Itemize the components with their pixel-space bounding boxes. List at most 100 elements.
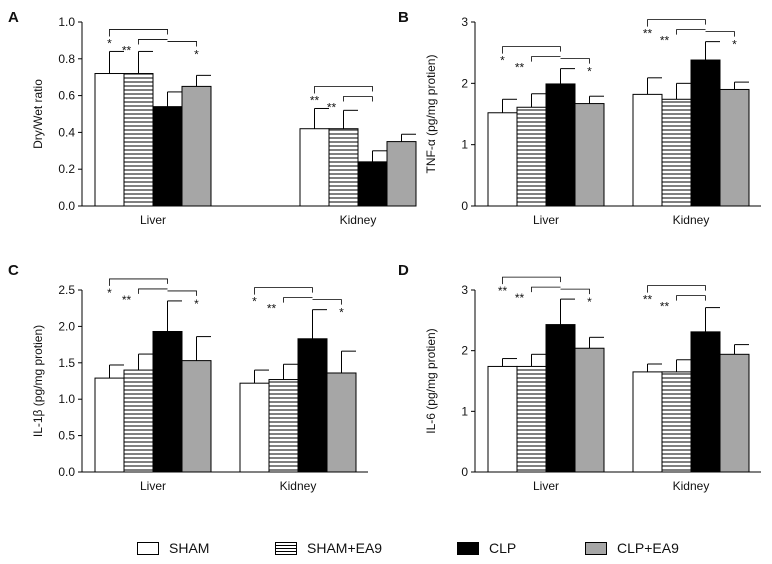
panel-a-y-tick-label: 0.4: [58, 125, 75, 139]
panel-c-bar-kidney-clp-ea9: [326, 372, 357, 473]
panel-d-bracket-sham: [647, 285, 706, 293]
panel-b-sig-mark: *: [732, 38, 737, 52]
panel-c-bracket-sham-ea9: [138, 288, 168, 294]
panel-c-bracket-sham-ea9: [283, 297, 313, 303]
panel-a-sig-mark: **: [327, 100, 337, 114]
panel-d-bracket-sham-ea9: [531, 286, 561, 293]
panel-d-bar-kidney-sham: [632, 371, 663, 473]
legend-swatch-clp: [457, 541, 479, 555]
panel-b-x-tick-label: Liver: [533, 213, 559, 227]
panel-a-y-tick-label: 0.2: [58, 162, 75, 176]
panel-d-y-tick-label: 1: [461, 404, 468, 418]
panel-b-sig-mark: *: [500, 54, 505, 68]
panel-a-bar-kidney-sham-ea9: [328, 128, 359, 207]
panel-b-bracket-sham: [647, 19, 706, 27]
panel-b-sig-mark: **: [515, 61, 525, 75]
panel-d-sig-mark: *: [587, 295, 592, 309]
panel-c-y-tick-label: 0.5: [58, 429, 75, 443]
legend-item-sham-ea9: SHAM+EA9: [275, 538, 382, 558]
panel-d-sig-mark: **: [515, 291, 525, 305]
panel-d-y-tick-label: 2: [461, 344, 468, 358]
panel-d-sig-mark: **: [498, 284, 508, 298]
legend-swatch-sham-ea9: [275, 541, 297, 555]
panel-c-y-tick-label: 2.5: [58, 283, 75, 297]
panel-c-sig-mark: *: [194, 297, 199, 311]
panel-b-sig-mark: **: [643, 27, 653, 41]
panel-d-bar-kidney-clp-ea9: [719, 353, 750, 473]
panel-c-bracket-sham: [109, 278, 168, 286]
panel-c-bar-kidney-sham-ea9: [268, 379, 299, 473]
panel-a-label: A: [8, 9, 19, 26]
panel-a-x-tick-label: Kidney: [340, 213, 377, 227]
legend-item-clp: CLP: [457, 538, 516, 558]
panel-a-sig-mark: *: [194, 47, 199, 61]
panel-c-x-tick-label: Liver: [140, 479, 166, 493]
panel-d-y-tick-label: 0: [461, 465, 468, 479]
panel-b-x-tick-label: Kidney: [673, 213, 710, 227]
panel-c-sig-mark: *: [339, 306, 344, 320]
panel-a-bracket-sham-ea9: [343, 96, 373, 102]
panel-a-y-tick-label: 1.0: [58, 15, 75, 29]
panel-d-sig-mark: **: [643, 293, 653, 307]
legend-label-sham: SHAM: [169, 540, 210, 556]
panel-d-bar-liver-sham: [487, 365, 518, 473]
panel-a-x-tick-label: Liver: [140, 213, 166, 227]
panel-a-bracket-sham-ea9: [138, 39, 168, 45]
legend-item-sham: SHAM: [137, 538, 209, 558]
panel-c-sig-mark: **: [267, 302, 277, 316]
panel-c-bar-kidney-sham: [239, 382, 270, 473]
panel-d-bracket-sham-ea9: [676, 295, 706, 301]
panel-c-y-tick-label: 1.5: [58, 356, 75, 370]
panel-d-label: D: [398, 262, 409, 279]
panel-d-bracket-sham: [502, 276, 561, 285]
panel-c-y-tick-label: 2.0: [58, 319, 75, 333]
panel-c-y-axis-title: IL-1β (pg/mg protien): [31, 325, 45, 437]
panel-a-sig-mark: **: [122, 43, 132, 57]
panel-d-bracket-clp-ea9: [560, 288, 590, 295]
panel-b-bar-liver-sham: [487, 112, 518, 207]
panel-c-bracket-clp-ea9: [312, 299, 342, 305]
panel-c-sig-mark: **: [122, 293, 132, 307]
panel-c-label: C: [8, 262, 19, 279]
panel-b-bar-kidney-clp-ea9: [719, 88, 750, 207]
panel-d-bar-kidney-clp: [690, 331, 721, 473]
panel-b-y-tick-label: 1: [461, 138, 468, 152]
panel-c-bar-liver-clp-ea9: [181, 360, 212, 473]
panel-c-sig-mark: *: [107, 286, 112, 300]
legend-item-clp-ea9: CLP+EA9: [585, 538, 679, 558]
panel-b-label: B: [398, 9, 409, 26]
panel-b-bracket-clp-ea9: [705, 31, 735, 37]
legend-label-clp: CLP: [489, 540, 517, 556]
panel-b-bar-kidney-sham-ea9: [661, 98, 692, 207]
panel-d-y-tick-label: 3: [461, 283, 468, 297]
panel-b-bar-kidney-sham: [632, 93, 663, 207]
panel-c-sig-mark: *: [252, 295, 257, 309]
panel-d-bar-liver-sham-ea9: [516, 365, 547, 473]
panel-a-bar-liver-clp-ea9: [181, 85, 212, 207]
panel-a-y-tick-label: 0.0: [58, 199, 75, 213]
panel-c-bar-liver-clp: [152, 330, 183, 473]
panel-d-x-tick-label: Kidney: [673, 479, 710, 493]
panel-a-bracket-clp-ea9: [167, 41, 197, 47]
panel-c-bar-liver-sham: [94, 377, 125, 473]
panel-b-sig-mark: **: [660, 34, 670, 48]
panel-a-bar-kidney-clp-ea9: [386, 141, 417, 207]
panel-b-y-tick-label: 3: [461, 15, 468, 29]
legend-swatch-clp-ea9: [585, 541, 607, 555]
legend-label-sham-ea9: SHAM+EA9: [307, 540, 383, 556]
panel-b-sig-mark: *: [587, 65, 592, 79]
panel-c-bracket-clp-ea9: [167, 290, 197, 296]
panel-a-bar-kidney-sham: [299, 128, 330, 207]
panel-b-bar-liver-sham-ea9: [516, 106, 547, 207]
panel-c-bracket-sham: [254, 287, 313, 295]
legend: SHAM SHAM+EA9 CLP CLP+EA9: [0, 538, 772, 562]
panel-b-y-axis-title: TNF-α (pg/mg protien): [424, 55, 438, 174]
panel-c-x-tick-label: Kidney: [280, 479, 317, 493]
panel-b-bar-kidney-clp: [690, 59, 721, 207]
panel-c-y-tick-label: 0.0: [58, 465, 75, 479]
legend-swatch-sham: [137, 541, 159, 555]
panel-b-bar-liver-clp-ea9: [574, 103, 605, 207]
panel-c-bar-liver-sham-ea9: [123, 369, 154, 473]
panel-a-y-tick-label: 0.8: [58, 52, 75, 66]
